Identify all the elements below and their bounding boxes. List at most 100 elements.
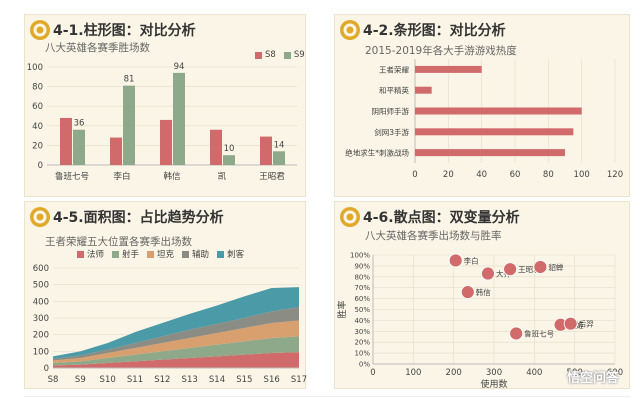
coin-logo-icon xyxy=(30,207,50,227)
y-tick-label: 0 xyxy=(38,161,43,171)
divider xyxy=(24,396,630,397)
bar-s8 xyxy=(160,119,172,165)
legend-item-assassin: 刺客 xyxy=(217,248,244,260)
y-tick-label: 300 xyxy=(33,314,49,324)
scatter-point xyxy=(533,260,548,274)
y-tick-label: 200 xyxy=(33,331,49,341)
x-tick-label: 80 xyxy=(543,170,554,180)
bar-chart-panel: 4-1.柱形图：对比分析 八大英雄各赛季胜场数 S8 S9 0 20 40 60 80 1… xyxy=(24,14,306,197)
watermark-text: 悟空问答 xyxy=(566,371,619,386)
point-label: 大乔 xyxy=(496,269,511,279)
x-tick-label: S15 xyxy=(236,375,252,385)
area-legend: 法师 射手 坦克 辅助 刺客 xyxy=(77,248,244,260)
bar-s8 xyxy=(210,129,222,165)
y-tick-label: 阴阳师手游 xyxy=(372,106,410,116)
x-tick-label: 600 xyxy=(607,368,623,378)
y-tick-label: 和平精英 xyxy=(379,85,409,95)
scatter-point xyxy=(563,316,578,331)
y-tick-label: 30% xyxy=(354,328,370,336)
area-chart: 0 100 200 300 400 500 600 S8 S9 S10 S11 S12 S13 S14 S1… xyxy=(33,264,307,385)
panel-title: 4-6.散点图：双变量分析 xyxy=(363,210,520,226)
x-tick-label: 60 xyxy=(510,170,521,180)
y-tick-label: 100 xyxy=(27,63,43,73)
x-tick-label: 500 xyxy=(567,368,583,378)
x-tick-label: 20 xyxy=(443,170,454,180)
scatter-point xyxy=(448,253,463,268)
bar xyxy=(415,65,482,73)
legend-item-tank: 坦克 xyxy=(147,248,174,260)
y-tick-label: 40% xyxy=(354,317,370,325)
area-series xyxy=(53,307,299,361)
legend-item-support: 辅助 xyxy=(182,248,209,260)
y-tick-label: 600 xyxy=(33,264,49,274)
x-tick-label: 300 xyxy=(486,368,502,378)
data-label: 14 xyxy=(274,140,285,150)
point-label: 鲁班七号 xyxy=(524,328,554,338)
bar-s9 xyxy=(223,155,235,165)
point-label: 韩信 xyxy=(476,287,491,297)
bar-legend: S8 S9 xyxy=(255,50,305,60)
y-tick-label: 绝地求生*刺激战场 xyxy=(345,148,409,158)
y-tick-label: 50% xyxy=(354,306,370,314)
x-tick-label: 李白 xyxy=(113,171,130,182)
bar-s9 xyxy=(123,85,135,165)
x-tick-label: 200 xyxy=(446,368,462,378)
y-tick-label: 0 xyxy=(44,364,49,374)
bar-s8 xyxy=(260,136,272,165)
y-tick-label: 40 xyxy=(32,122,43,132)
coin-logo-icon xyxy=(30,20,50,40)
x-tick-label: S17 xyxy=(291,375,307,385)
hbar-chart-panel: 4-2.条形图：对比分析 2015-2019年各大手游游戏热度 0 20 40 60 8… xyxy=(334,14,630,197)
y-tick-label: 100% xyxy=(350,252,370,260)
x-tick-label: 400 xyxy=(526,368,542,378)
bar-s9 xyxy=(173,72,185,165)
x-tick-label: 凯 xyxy=(218,171,227,182)
panel-title: 4-1.柱形图：对比分析 xyxy=(53,23,196,39)
data-label: 81 xyxy=(124,75,135,85)
y-tick-label: 70% xyxy=(354,284,370,292)
y-tick-label: 60 xyxy=(32,102,43,112)
scatter-point xyxy=(503,262,518,277)
panel-title: 4-2.条形图：对比分析 xyxy=(363,23,506,39)
scatter-chart: 0% 10% 20% 30% 40% 50% 60% 70% 80% 90% 100% 0 100 200… xyxy=(336,252,623,391)
area-chart-panel: 4-5.面积图：占比趋势分析 王者荣耀五大位置各赛季出场数 法师 射手 坦克 辅… xyxy=(24,201,307,389)
x-tick-label: 40 xyxy=(476,170,487,180)
x-tick-label: 100 xyxy=(574,170,590,180)
area-series xyxy=(53,287,299,359)
bar xyxy=(415,149,565,157)
x-tick-label: S10 xyxy=(100,375,116,385)
legend-item-s8: S8 xyxy=(255,50,276,60)
bar-chart: 0 20 40 60 80 100 36 鲁班七号 81 李白 94 韩信 10 凯 14 王昭君 xyxy=(27,62,297,182)
panel-title: 4-5.面积图：占比趋势分析 xyxy=(53,210,224,226)
area-series xyxy=(53,336,299,366)
legend-item-mage: 法师 xyxy=(77,248,104,260)
y-tick-label: 80 xyxy=(32,83,43,93)
x-tick-label: S9 xyxy=(75,375,86,385)
scatter-point xyxy=(509,326,524,341)
data-label: 36 xyxy=(74,119,85,129)
bar-s9 xyxy=(73,129,85,165)
bar-s9 xyxy=(273,151,285,165)
x-tick-label: S11 xyxy=(127,375,143,385)
y-tick-label: 10% xyxy=(354,350,370,358)
x-tick-label: S13 xyxy=(182,375,198,385)
y-tick-label: 20 xyxy=(32,141,43,151)
x-tick-label: 王昭君 xyxy=(259,172,285,182)
area-series xyxy=(53,320,299,363)
x-tick-label: S14 xyxy=(209,375,225,385)
y-axis-title: 胜率 xyxy=(336,300,348,318)
coin-logo-icon xyxy=(340,20,360,40)
point-label: 后羿 xyxy=(579,319,595,329)
legend-item-marksman: 射手 xyxy=(112,248,139,260)
bar xyxy=(415,86,432,94)
area-series xyxy=(53,352,299,368)
y-tick-label: 剑网3手游 xyxy=(374,127,409,137)
x-tick-label: S12 xyxy=(154,375,170,385)
y-tick-label: 500 xyxy=(33,281,49,291)
panel-subtitle: 2015-2019年各大手游游戏热度 xyxy=(365,45,517,57)
legend-item-s9: S9 xyxy=(283,50,305,60)
x-tick-label: 100 xyxy=(405,368,421,378)
scatter-point xyxy=(460,285,475,299)
y-tick-label: 60% xyxy=(354,295,370,303)
x-tick-label: 鲁班七号 xyxy=(55,171,89,182)
